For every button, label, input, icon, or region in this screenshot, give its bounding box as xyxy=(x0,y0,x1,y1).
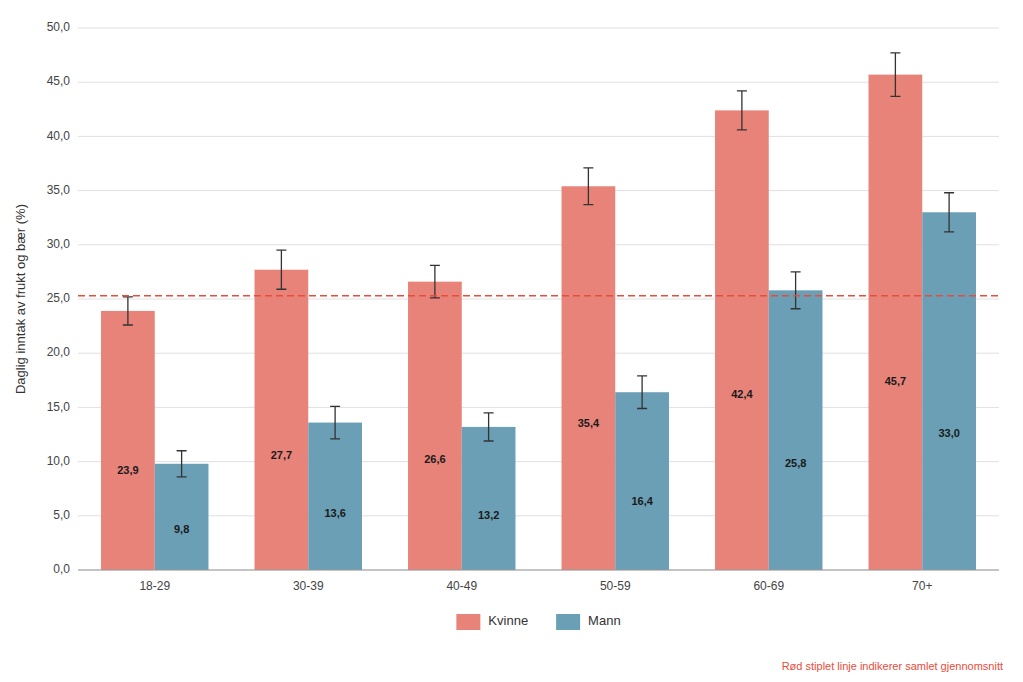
grid-line xyxy=(78,515,999,516)
error-bar xyxy=(737,91,747,130)
x-tick-label: 50-59 xyxy=(600,579,631,593)
data-label: 23,9 xyxy=(117,464,138,476)
chart-svg: 0,0 5,0 10,0 15,0 20,0 25,0 30,0 35,0 40,0 45,0 50… xyxy=(0,0,1023,682)
data-label: 9,8 xyxy=(174,523,189,535)
bar xyxy=(255,270,309,570)
data-labels: 23,9 27,7 26,6 35,4 42,4 45,7 9,8 13,6 13,2 16,4 2… xyxy=(117,375,960,535)
error-bar xyxy=(330,406,340,439)
x-tick-label: 60-69 xyxy=(753,579,784,593)
reference-line xyxy=(78,295,999,297)
background xyxy=(0,0,1023,682)
error-bar xyxy=(276,250,286,289)
y-tick-label: 25,0 xyxy=(47,291,71,305)
bar xyxy=(462,427,516,570)
x-axis-line xyxy=(78,570,999,571)
error-bar xyxy=(944,193,954,232)
y-tick-label: 5,0 xyxy=(53,508,70,522)
error-bar xyxy=(177,451,187,477)
grid-line xyxy=(78,190,999,191)
x-tick-label: 70+ xyxy=(912,579,932,593)
bar xyxy=(869,75,923,570)
y-tick-label: 50,0 xyxy=(47,20,71,34)
y-tick-label: 45,0 xyxy=(47,74,71,88)
error-bar xyxy=(484,413,494,441)
bar xyxy=(769,290,823,570)
legend-label: Mann xyxy=(588,613,621,628)
bar xyxy=(922,212,976,570)
error-bar xyxy=(890,53,900,96)
legend-label: Kvinne xyxy=(488,613,528,628)
data-label: 33,0 xyxy=(938,427,959,439)
grid-line xyxy=(78,82,999,83)
grid-line xyxy=(78,353,999,354)
grid-line xyxy=(78,136,999,137)
bar xyxy=(562,186,616,570)
bar xyxy=(715,110,769,570)
legend: Kvinne Mann xyxy=(456,613,620,630)
bar xyxy=(615,392,669,570)
y-tick-label: 30,0 xyxy=(47,237,71,251)
error-bar xyxy=(637,376,647,409)
series-error-bars xyxy=(123,53,901,325)
series-bars xyxy=(155,212,976,570)
data-label: 27,7 xyxy=(271,449,292,461)
error-bar xyxy=(123,297,133,325)
plot-area xyxy=(78,53,999,570)
x-axis: 18-29 30-39 40-49 50-59 60-69 70+ xyxy=(78,570,999,593)
y-tick-label: 40,0 xyxy=(47,129,71,143)
y-tick-label: 35,0 xyxy=(47,183,71,197)
x-tick-label: 18-29 xyxy=(139,579,170,593)
series-bars xyxy=(101,75,922,570)
data-label: 26,6 xyxy=(424,453,445,465)
bar xyxy=(101,311,155,570)
data-label: 13,6 xyxy=(324,507,345,519)
series-error-bars xyxy=(177,193,955,477)
annotation: Rød stiplet linje indikerer samlet gjenn… xyxy=(782,660,1003,672)
error-bar xyxy=(791,272,801,309)
grid-line xyxy=(78,570,999,571)
grid-line xyxy=(78,244,999,245)
data-label: 42,4 xyxy=(731,388,753,400)
data-label: 35,4 xyxy=(578,417,600,429)
error-bar xyxy=(430,265,440,298)
grid-line xyxy=(78,299,999,300)
bar xyxy=(155,464,209,570)
y-tick-label: 15,0 xyxy=(47,400,71,414)
data-label: 13,2 xyxy=(478,509,499,521)
y-tick-label: 20,0 xyxy=(47,345,71,359)
error-bar xyxy=(583,168,593,205)
grid-line xyxy=(78,407,999,408)
y-tick-label: 0,0 xyxy=(53,562,70,576)
data-label: 45,7 xyxy=(885,375,906,387)
y-axis: 0,0 5,0 10,0 15,0 20,0 25,0 30,0 35,0 40,0 45,0 50… xyxy=(47,20,999,576)
bar xyxy=(408,282,462,570)
chart-container: 0,0 5,0 10,0 15,0 20,0 25,0 30,0 35,0 40,0 45,0 50… xyxy=(0,0,1023,682)
data-label: 16,4 xyxy=(631,495,653,507)
grid-line xyxy=(78,28,999,29)
x-tick-label: 40-49 xyxy=(446,579,477,593)
y-tick-label: 10,0 xyxy=(47,454,71,468)
legend-swatch xyxy=(456,614,480,630)
x-tick-label: 30-39 xyxy=(293,579,324,593)
data-label: 25,8 xyxy=(785,457,806,469)
grid-line xyxy=(78,461,999,462)
y-axis-label: Daglig inntak av frukt og bær (%) xyxy=(13,204,28,394)
legend-swatch xyxy=(556,614,580,630)
bar xyxy=(308,423,362,570)
